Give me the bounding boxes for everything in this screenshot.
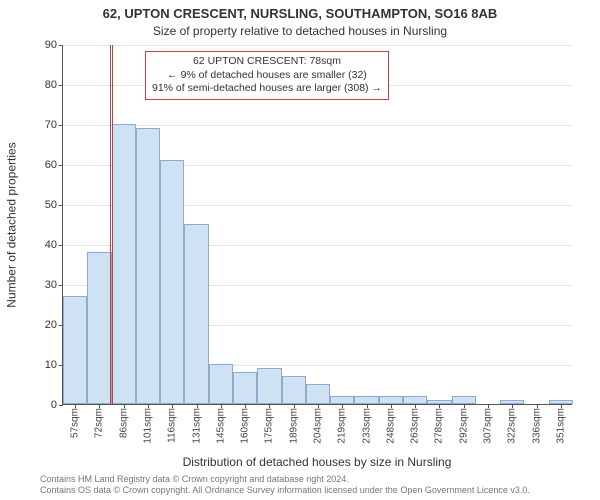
xtick-label: 292sqm	[458, 408, 469, 444]
histogram-bar	[330, 396, 354, 404]
gridline	[63, 45, 572, 46]
xtick-label: 233sqm	[361, 408, 372, 444]
xtick-label: 189sqm	[288, 408, 299, 444]
xtick-label: 160sqm	[240, 408, 251, 444]
xtick-label: 248sqm	[385, 408, 396, 444]
histogram-bar	[403, 396, 427, 404]
xtick-label: 101sqm	[143, 408, 154, 444]
xtick-label: 336sqm	[531, 408, 542, 444]
histogram-bar	[306, 384, 330, 404]
info-box-line1: 62 UPTON CRESCENT: 78sqm	[152, 55, 382, 69]
footer-line1: Contains HM Land Registry data © Crown c…	[40, 474, 530, 485]
y-axis-label: Number of detached properties	[2, 45, 22, 405]
histogram-bar	[233, 372, 257, 404]
histogram-bar	[257, 368, 281, 404]
xtick-label: 116sqm	[167, 408, 178, 443]
ytick-mark	[59, 245, 63, 246]
xtick-label: 351sqm	[555, 408, 566, 444]
xtick-label: 175sqm	[264, 408, 275, 444]
xtick-label: 86sqm	[118, 408, 129, 438]
xtick-label: 131sqm	[191, 408, 202, 444]
histogram-bar	[160, 160, 184, 404]
ytick-mark	[59, 205, 63, 206]
xtick-label: 263sqm	[410, 408, 421, 444]
x-axis-label: Distribution of detached houses by size …	[62, 455, 572, 469]
info-box: 62 UPTON CRESCENT: 78sqm ← 9% of detache…	[145, 51, 389, 100]
ytick-mark	[59, 85, 63, 86]
footer: Contains HM Land Registry data © Crown c…	[40, 474, 530, 496]
histogram-bar	[379, 396, 403, 404]
xtick-label: 278sqm	[434, 408, 445, 444]
histogram-bar	[209, 364, 233, 404]
histogram-bar	[354, 396, 378, 404]
xtick-label: 145sqm	[215, 408, 226, 444]
plot-area: 010203040506070809057sqm72sqm86sqm101sqm…	[62, 45, 572, 405]
xtick-label: 219sqm	[337, 408, 348, 444]
histogram-bar	[282, 376, 306, 404]
ytick-mark	[59, 405, 63, 406]
xtick-label: 72sqm	[94, 408, 105, 438]
histogram-bar	[184, 224, 208, 404]
reference-line	[110, 45, 111, 404]
ytick-mark	[59, 285, 63, 286]
histogram-bar	[87, 252, 111, 404]
title-sub: Size of property relative to detached ho…	[0, 24, 600, 38]
histogram-bar	[452, 396, 476, 404]
chart-container: 62, UPTON CRESCENT, NURSLING, SOUTHAMPTO…	[0, 0, 600, 500]
ytick-mark	[59, 125, 63, 126]
ytick-mark	[59, 45, 63, 46]
histogram-bar	[112, 124, 136, 404]
xtick-label: 204sqm	[313, 408, 324, 444]
xtick-label: 322sqm	[507, 408, 518, 444]
title-main: 62, UPTON CRESCENT, NURSLING, SOUTHAMPTO…	[0, 6, 600, 21]
ytick-mark	[59, 165, 63, 166]
histogram-bar	[136, 128, 160, 404]
info-box-line2: ← 9% of detached houses are smaller (32)	[152, 69, 382, 83]
reference-line	[112, 45, 113, 404]
xtick-label: 57sqm	[70, 408, 81, 438]
xtick-label: 307sqm	[483, 408, 494, 444]
info-box-line3: 91% of semi-detached houses are larger (…	[152, 82, 382, 96]
footer-line2: Contains OS data © Crown copyright. All …	[40, 485, 530, 496]
gridline	[63, 125, 572, 126]
histogram-bar	[63, 296, 87, 404]
